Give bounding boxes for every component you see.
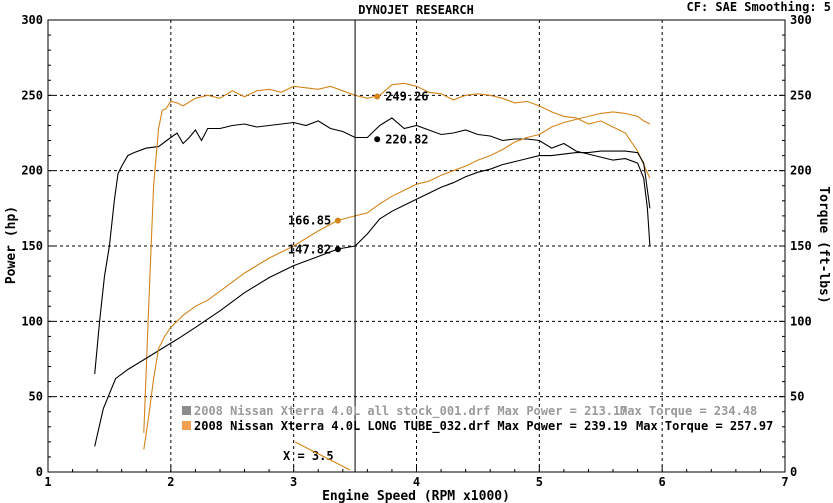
series-long_tube_torque (143, 82, 651, 433)
x-tick-label-2: 2 (167, 475, 174, 489)
x-tick-label-1: 1 (44, 475, 51, 489)
x-tick-label-7: 7 (781, 475, 788, 489)
y-left-tick-label-250: 250 (21, 88, 43, 102)
marker-label-stock_power: 147.82 (288, 242, 331, 256)
y-left-tick-label-200: 200 (21, 164, 43, 178)
marker-long_tube_torque (374, 93, 381, 100)
marker-stock_torque (374, 136, 381, 143)
y-left-tick-label-300: 300 (21, 13, 43, 27)
header-correction-smoothing: CF: SAE Smoothing: 5 (687, 0, 832, 14)
y-left-tick-label-0: 0 (36, 465, 43, 479)
y-right-tick-label-50: 50 (790, 390, 804, 404)
legend-stock-text: 2008 Nissan Xterra 4.0L all stock_001.dr… (194, 404, 627, 419)
legend-longtube-swatch (182, 421, 191, 430)
x-tick-label-5: 5 (536, 475, 543, 489)
series-stock_torque (94, 117, 651, 375)
x-tick-label-6: 6 (659, 475, 666, 489)
legend-longtube-text: 2008 Nissan Xterra 4.0L LONG TUBE_032.dr… (194, 419, 627, 434)
y-left-tick-label-150: 150 (21, 239, 43, 253)
legend: 2008 Nissan Xterra 4.0L all stock_001.dr… (182, 404, 773, 434)
series-long_tube_power (143, 111, 651, 450)
plot-frame (47, 19, 786, 473)
y-left-tick-label-50: 50 (29, 390, 43, 404)
y-axis-left-label: Power (hp) (4, 206, 19, 284)
marker-long_tube_power (334, 217, 341, 224)
x-tick-label-4: 4 (413, 475, 420, 489)
marker-label-long_tube_torque: 249.26 (385, 89, 428, 103)
y-right-tick-label-0: 0 (790, 465, 797, 479)
value-markers: 249.26 220.82 166.85 147.82 (288, 89, 429, 256)
cursor-pointer (294, 441, 351, 471)
marker-label-long_tube_power: 166.85 (288, 214, 331, 228)
marker-label-stock_torque: 220.82 (385, 132, 428, 146)
chart-title: DYNOJET RESEARCH (358, 3, 474, 17)
x-axis-label: Engine Speed (RPM x1000) (322, 489, 510, 503)
grid-lines (48, 20, 785, 472)
series-stock_power (94, 150, 651, 447)
y-right-tick-label-200: 200 (790, 164, 812, 178)
cursor-readout: X = 3.5 (283, 20, 356, 472)
y-left-tick-label-100: 100 (21, 314, 43, 328)
y-left-tick-labels: 0 50 100 150 200 250 300 (21, 13, 43, 479)
x-tick-label-3: 3 (290, 475, 297, 489)
y-right-tick-label-250: 250 (790, 88, 812, 102)
x-tick-labels: 1 2 3 4 5 6 7 (44, 475, 788, 489)
y-right-tick-labels: 0 50 100 150 200 250 300 (790, 13, 812, 479)
legend-stock-swatch (182, 406, 191, 415)
y-right-tick-label-100: 100 (790, 314, 812, 328)
y-axis-right-label: Torque (ft-lbs) (816, 186, 831, 303)
cursor-x-label: X = 3.5 (283, 449, 334, 463)
series-curves (94, 82, 651, 450)
legend-longtube-torque: Max Torque = 257.97 (636, 419, 773, 433)
y-right-tick-label-300: 300 (790, 13, 812, 27)
marker-stock_power (334, 246, 341, 253)
y-right-tick-label-150: 150 (790, 239, 812, 253)
legend-stock-torque: Max Torque = 234.48 (620, 404, 757, 418)
